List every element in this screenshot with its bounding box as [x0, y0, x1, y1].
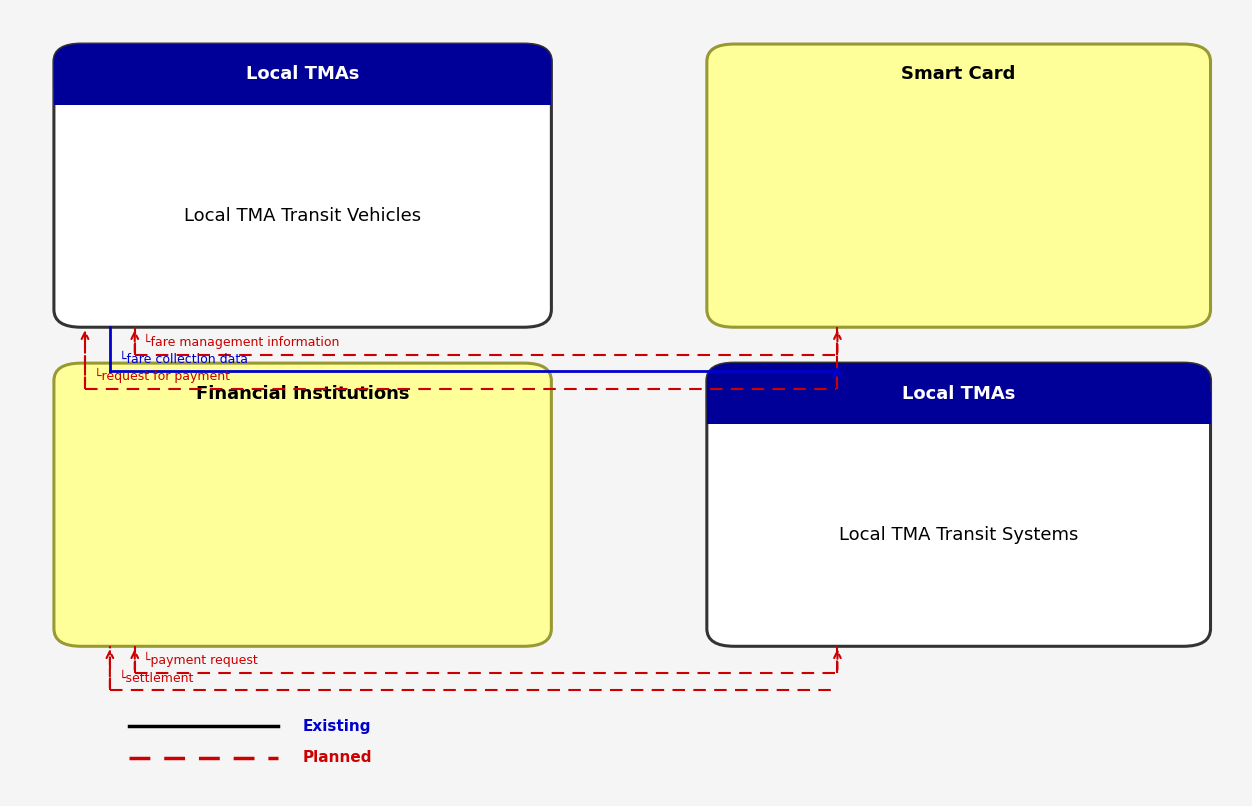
Text: └fare management information: └fare management information	[144, 334, 339, 349]
Text: Local TMAs: Local TMAs	[245, 65, 359, 84]
Text: Smart Card: Smart Card	[901, 65, 1015, 84]
FancyBboxPatch shape	[707, 364, 1211, 424]
FancyBboxPatch shape	[54, 364, 551, 646]
Text: Planned: Planned	[303, 750, 372, 766]
Text: └payment request: └payment request	[144, 652, 258, 667]
Text: Financial Institutions: Financial Institutions	[195, 384, 409, 402]
FancyBboxPatch shape	[707, 364, 1211, 646]
Text: └request for payment: └request for payment	[94, 368, 229, 383]
Text: Local TMAs: Local TMAs	[901, 384, 1015, 402]
Text: Local TMA Transit Vehicles: Local TMA Transit Vehicles	[184, 207, 421, 225]
Bar	[54, 72, 551, 105]
Text: Local TMA Transit Systems: Local TMA Transit Systems	[839, 526, 1078, 544]
FancyBboxPatch shape	[54, 44, 551, 105]
FancyBboxPatch shape	[707, 44, 1211, 327]
Text: └settlement: └settlement	[119, 671, 194, 684]
Text: └fare collection data: └fare collection data	[119, 352, 248, 365]
Text: Existing: Existing	[303, 719, 371, 733]
FancyBboxPatch shape	[54, 44, 551, 327]
Bar	[707, 391, 1211, 424]
